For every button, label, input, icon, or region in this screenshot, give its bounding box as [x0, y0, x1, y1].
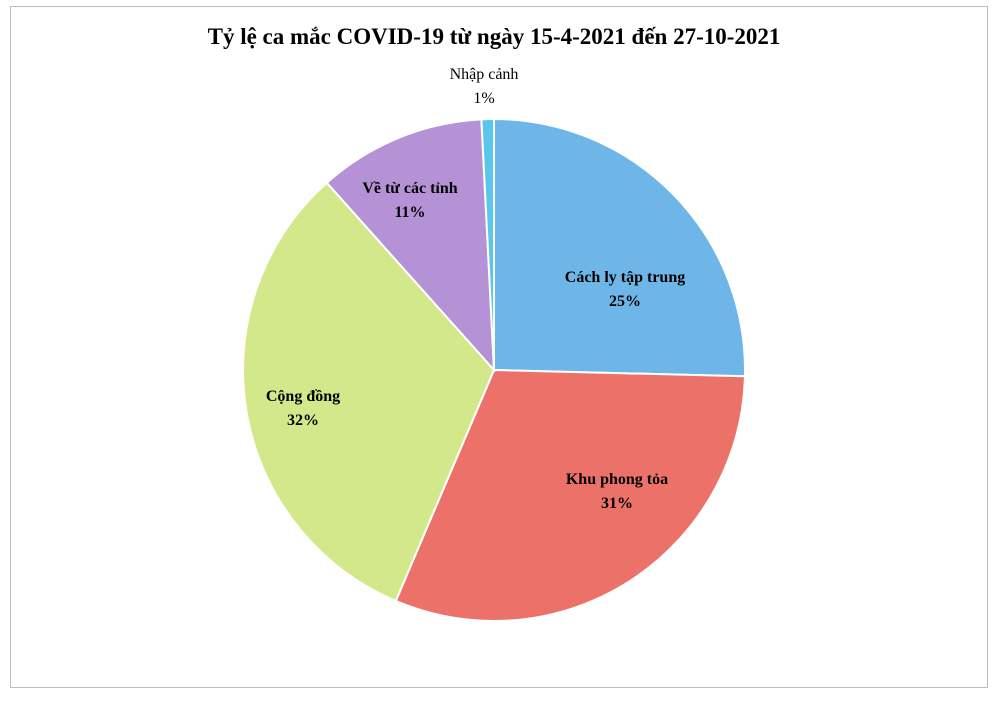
slice-percent: 1%	[473, 90, 494, 107]
pie-slice	[325, 118, 496, 373]
pie-slice	[493, 117, 746, 378]
slice-label: Cách ly tập trung	[565, 269, 685, 286]
pie-labels: Cách ly tập trung 25% Khu phong tỏa 31% Cộng…	[266, 66, 685, 512]
slice-label: Về từ các tỉnh	[362, 180, 457, 197]
slice-label: Cộng đồng	[266, 388, 340, 405]
slice-percent: 32%	[287, 412, 319, 429]
pie-slice	[242, 181, 496, 603]
chart-title: Tỷ lệ ca mắc COVID-19 từ ngày 15-4-2021 …	[208, 24, 781, 49]
slice-percent: 31%	[601, 495, 633, 512]
pie-slice	[480, 117, 495, 371]
pie-slice	[394, 368, 746, 622]
slice-percent: 11%	[394, 204, 425, 221]
slice-label: Khu phong tỏa	[566, 471, 668, 488]
pie-slices	[242, 117, 746, 622]
slice-label: Nhập cảnh	[450, 66, 519, 83]
slice-percent: 25%	[609, 293, 641, 310]
